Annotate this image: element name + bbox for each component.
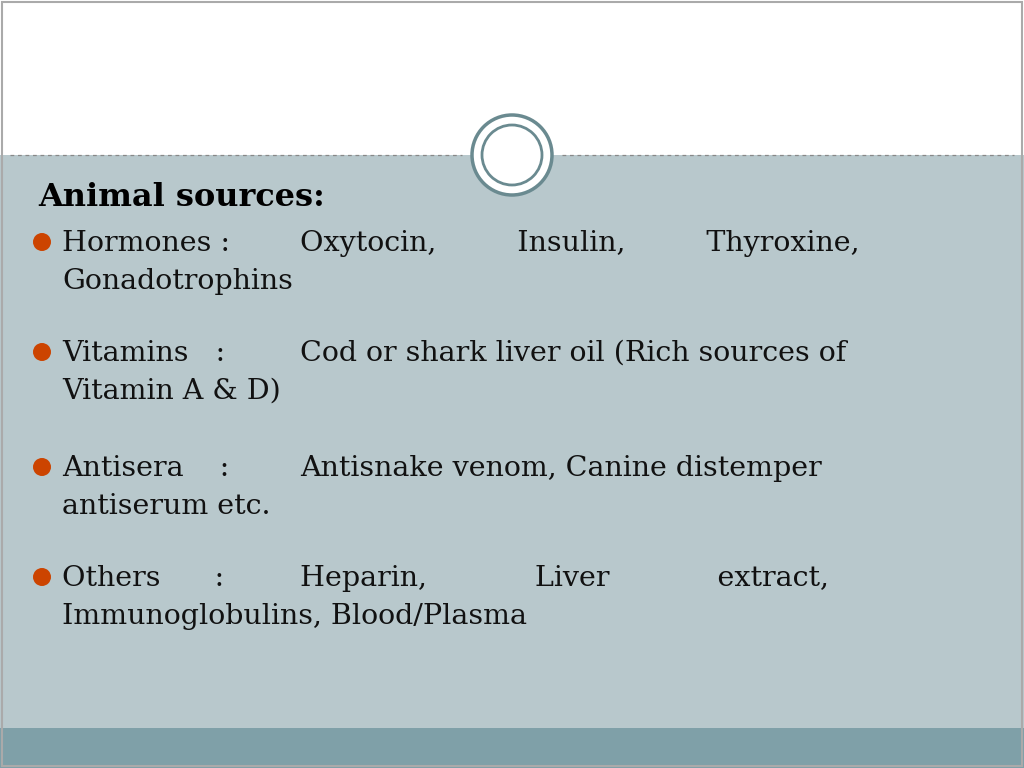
Bar bbox=[0, 728, 1024, 768]
Text: Immunoglobulins, Blood/Plasma: Immunoglobulins, Blood/Plasma bbox=[62, 603, 527, 630]
Text: Gonadotrophins: Gonadotrophins bbox=[62, 268, 293, 295]
Text: Cod or shark liver oil (Rich sources of: Cod or shark liver oil (Rich sources of bbox=[300, 340, 846, 367]
Text: Vitamin A & D): Vitamin A & D) bbox=[62, 378, 281, 405]
Circle shape bbox=[472, 115, 552, 195]
Text: Antisera    :: Antisera : bbox=[62, 455, 229, 482]
Text: Heparin,            Liver            extract,: Heparin, Liver extract, bbox=[300, 565, 828, 592]
Text: Antisnake venom, Canine distemper: Antisnake venom, Canine distemper bbox=[300, 455, 821, 482]
Text: Vitamins   :: Vitamins : bbox=[62, 340, 225, 367]
Circle shape bbox=[33, 568, 51, 586]
Text: Hormones :: Hormones : bbox=[62, 230, 230, 257]
Bar bbox=[0, 155, 1024, 728]
Circle shape bbox=[33, 343, 51, 361]
Text: Others      :: Others : bbox=[62, 565, 224, 592]
Circle shape bbox=[482, 125, 542, 185]
Bar bbox=[0, 0, 1024, 155]
Circle shape bbox=[33, 458, 51, 476]
Circle shape bbox=[33, 233, 51, 251]
Text: Oxytocin,         Insulin,         Thyroxine,: Oxytocin, Insulin, Thyroxine, bbox=[300, 230, 859, 257]
Text: Animal sources:: Animal sources: bbox=[38, 182, 325, 213]
Text: antiserum etc.: antiserum etc. bbox=[62, 493, 270, 520]
